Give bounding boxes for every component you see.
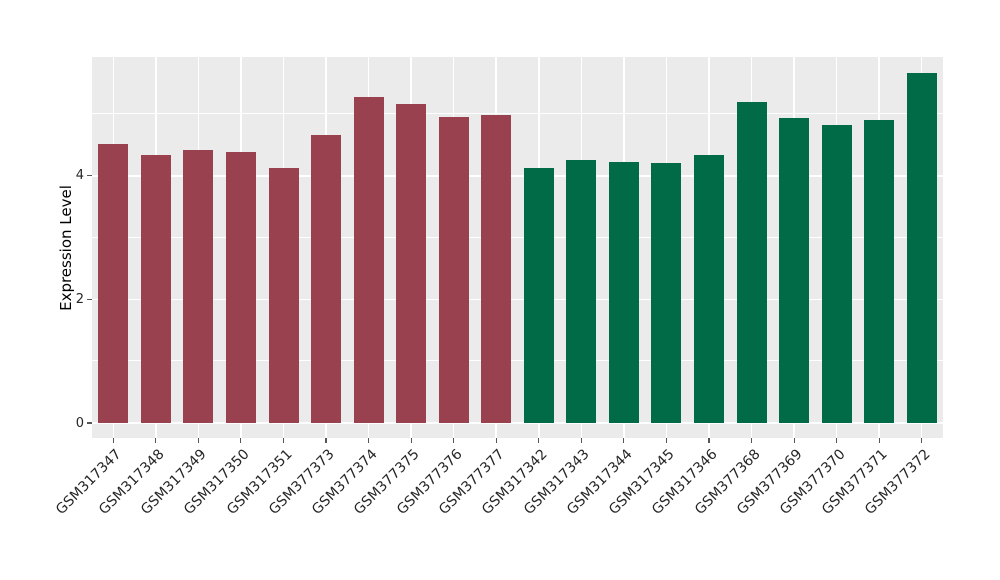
major-gridline xyxy=(92,422,943,424)
bar-GSM317345 xyxy=(651,163,682,423)
bar-GSM317350 xyxy=(225,152,256,423)
x-tick-mark xyxy=(580,438,582,443)
x-tick-mark xyxy=(155,438,157,443)
y-tick-mark xyxy=(87,298,92,300)
bar-GSM377372 xyxy=(906,73,937,423)
y-tick-label: 4 xyxy=(75,168,84,184)
bar-GSM377371 xyxy=(864,119,895,423)
bar-GSM317349 xyxy=(183,149,214,423)
bar-GSM317344 xyxy=(608,161,639,423)
bar-GSM377370 xyxy=(821,125,852,423)
x-tick-mark xyxy=(453,438,455,443)
y-tick-label: 2 xyxy=(75,291,84,307)
major-gridline xyxy=(92,298,943,301)
minor-gridline xyxy=(92,113,943,114)
x-tick-mark xyxy=(538,438,540,443)
x-tick-mark xyxy=(878,438,880,443)
bar-GSM317343 xyxy=(566,160,597,423)
y-axis-title: Expression Level xyxy=(57,185,75,311)
x-tick-mark xyxy=(836,438,838,443)
bar-GSM377369 xyxy=(779,118,810,423)
bar-GSM377374 xyxy=(353,97,384,423)
x-tick-mark xyxy=(708,438,710,443)
bar-GSM317348 xyxy=(140,154,171,423)
major-gridline xyxy=(92,174,943,177)
x-tick-mark xyxy=(112,438,114,443)
minor-gridline xyxy=(92,236,943,238)
x-tick-mark xyxy=(665,438,667,443)
bar-GSM317347 xyxy=(98,144,129,423)
plot-panel xyxy=(92,57,943,438)
x-tick-mark xyxy=(495,438,497,443)
minor-gridline xyxy=(92,360,943,362)
bar-GSM377373 xyxy=(311,135,341,423)
x-tick-mark xyxy=(282,438,285,443)
y-tick-mark xyxy=(87,175,92,177)
bar-GSM377368 xyxy=(736,101,767,423)
bar-GSM317346 xyxy=(694,154,724,423)
x-tick-mark xyxy=(410,438,412,443)
x-tick-mark xyxy=(921,438,923,443)
x-tick-mark xyxy=(368,438,370,443)
bar-GSM317342 xyxy=(523,167,554,423)
x-tick-mark xyxy=(240,438,242,443)
y-tick-mark xyxy=(87,422,92,424)
bar-GSM377377 xyxy=(481,115,512,423)
bar-GSM377375 xyxy=(396,103,427,423)
x-tick-mark xyxy=(197,438,199,443)
x-tick-mark xyxy=(793,438,795,443)
bar-GSM377376 xyxy=(438,116,469,423)
x-tick-mark xyxy=(325,438,327,443)
y-tick-label: 0 xyxy=(75,415,84,431)
bar-GSM317351 xyxy=(268,168,299,423)
x-tick-mark xyxy=(750,438,753,443)
x-tick-mark xyxy=(623,438,625,443)
